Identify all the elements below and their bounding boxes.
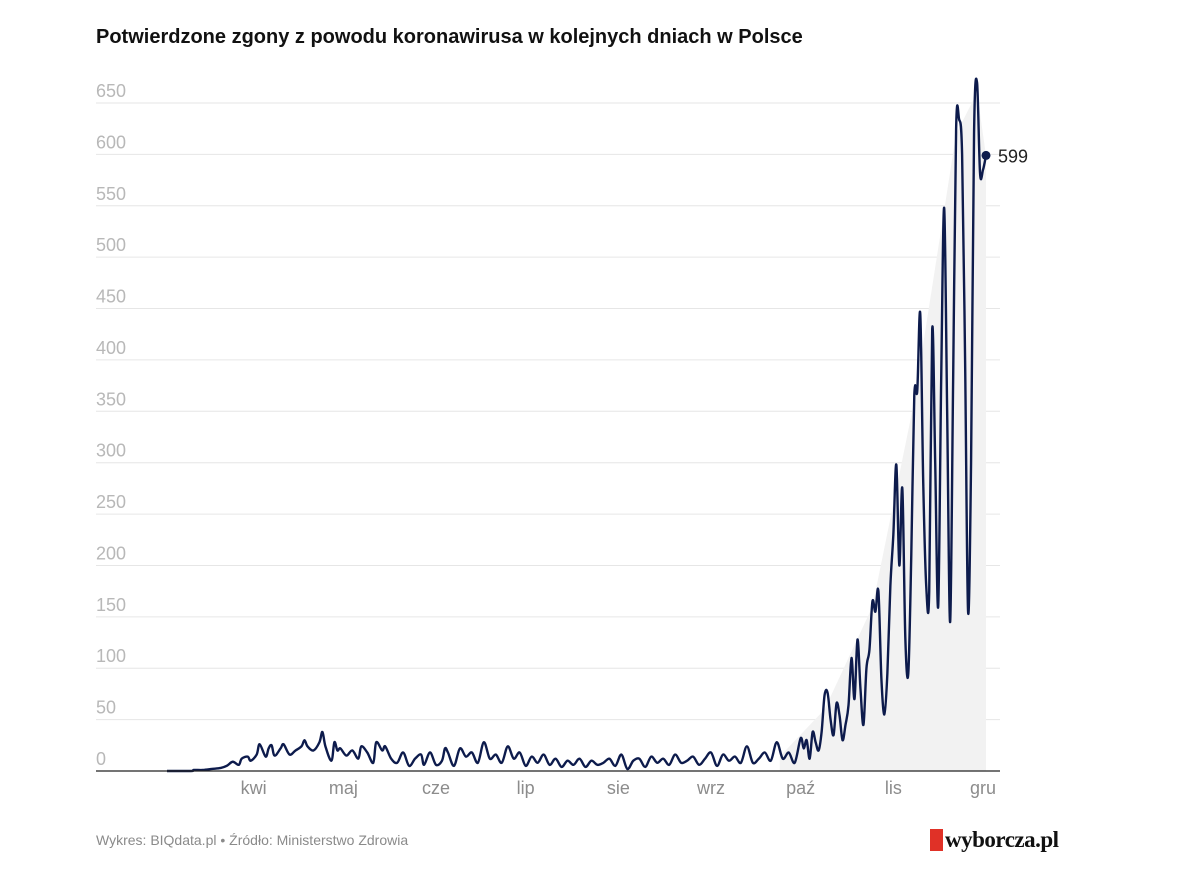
wyborcza-logo[interactable]: wyborcza.pl <box>930 826 1059 854</box>
y-tick-label: 50 <box>96 698 116 718</box>
x-tick-label: sie <box>607 778 630 798</box>
y-tick-label: 400 <box>96 338 126 358</box>
y-tick-label: 600 <box>96 132 126 152</box>
x-tick-label: maj <box>329 778 358 798</box>
gridlines <box>96 102 1000 721</box>
logo-text: wyborcza.pl <box>945 827 1059 852</box>
x-tick-label: wrz <box>696 778 725 798</box>
y-tick-label: 500 <box>96 235 126 255</box>
y-tick-label: 300 <box>96 441 126 461</box>
footer-credit: Wykres: BIQdata.pl <box>96 832 217 848</box>
deaths-series-line <box>166 77 988 773</box>
y-tick-label: 0 <box>96 749 106 769</box>
y-tick-label: 250 <box>96 492 126 512</box>
y-tick-label: 200 <box>96 543 126 563</box>
x-tick-label: gru <box>970 778 996 798</box>
footer-source-text: Źródło: Ministerstwo Zdrowia <box>229 832 409 848</box>
x-tick-label: lip <box>517 778 535 798</box>
y-tick-label: 550 <box>96 184 126 204</box>
x-axis-ticks: kwi maj cze lip sie wrz paź lis gru <box>241 778 996 798</box>
y-tick-label: 450 <box>96 287 126 307</box>
footer-separator: • <box>220 832 226 848</box>
y-tick-label: 350 <box>96 389 126 409</box>
y-tick-label: 100 <box>96 646 126 666</box>
logo-red-mark <box>930 829 943 851</box>
last-value-label: 599 <box>998 146 1028 166</box>
y-tick-label: 650 <box>96 81 126 101</box>
last-value-marker <box>981 150 991 160</box>
y-tick-label: 150 <box>96 595 126 615</box>
area-fill <box>779 92 987 771</box>
footer-source: Wykres: BIQdata.pl • Źródło: Ministerstw… <box>96 832 408 848</box>
chart-title: Potwierdzone zgony z powodu koronawirusa… <box>96 26 803 48</box>
x-tick-label: kwi <box>241 778 267 798</box>
y-axis-ticks: 0 50 100 150 200 250 300 350 400 450 500 550 600 650 <box>96 81 126 769</box>
x-tick-label: paź <box>786 778 815 798</box>
x-tick-label: lis <box>885 778 902 798</box>
x-tick-label: cze <box>422 778 450 798</box>
